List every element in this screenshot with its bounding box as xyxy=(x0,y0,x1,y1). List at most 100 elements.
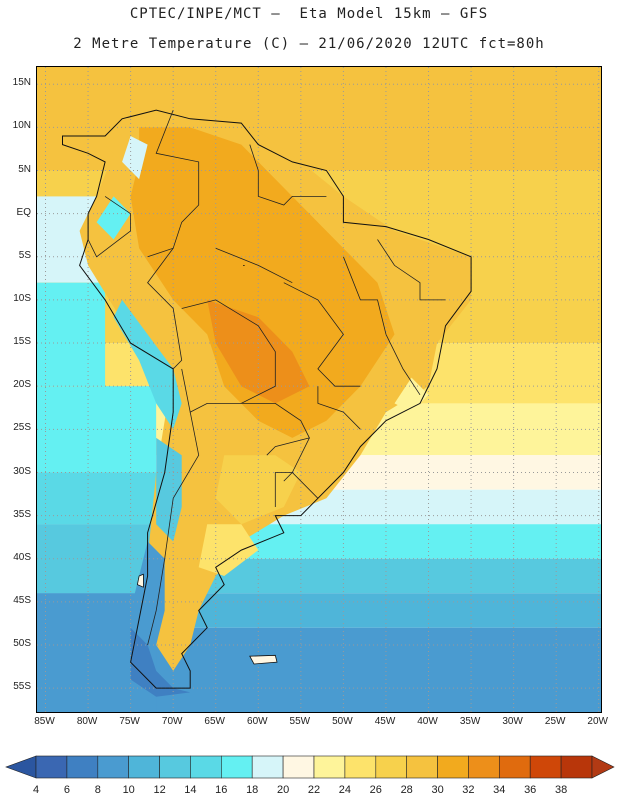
land-temperature-region xyxy=(394,377,429,413)
island xyxy=(249,654,278,665)
colorbar-swatch xyxy=(97,755,130,779)
colorbar-tick-label: 28 xyxy=(400,784,413,796)
country-border xyxy=(249,144,259,171)
country-border xyxy=(257,170,327,206)
colorbar-swatch xyxy=(344,755,377,779)
colorbar-tick-label: 6 xyxy=(63,784,70,796)
color-scale-bar xyxy=(5,755,615,779)
longitude-label: 60W xyxy=(247,716,268,727)
pacific-band xyxy=(37,282,106,387)
latitude-label: 30S xyxy=(13,465,31,477)
longitude-label: 55W xyxy=(289,716,311,727)
colorbar-swatch xyxy=(375,755,407,779)
colorbar-swatch xyxy=(529,755,562,779)
colorbar-swatch xyxy=(560,755,593,779)
latitude-label: 50S xyxy=(13,638,31,649)
longitude-label: 30W xyxy=(502,716,523,727)
colorbar-swatch xyxy=(498,755,531,779)
longitude-label: 25W xyxy=(544,716,566,727)
colorbar-swatch xyxy=(159,755,191,779)
latitude-label: 35S xyxy=(13,508,31,520)
country-borders xyxy=(62,109,472,689)
colorbar-tick-label: 4 xyxy=(32,784,40,796)
colorbar-tick-label: 38 xyxy=(554,784,568,796)
land-temperature-region xyxy=(130,127,395,438)
colorbar-swatch xyxy=(406,755,438,779)
colorbar-tick-label: 20 xyxy=(276,784,290,796)
land-temperature-region xyxy=(198,524,259,576)
country-border xyxy=(241,402,310,456)
temperature-map xyxy=(36,66,602,713)
map-title-line-2: 2 Metre Temperature (C) – 21/06/2020 12U… xyxy=(73,36,545,52)
country-border xyxy=(385,334,421,396)
colorbar-swatch xyxy=(468,755,500,779)
colorbar-tick-label: 22 xyxy=(307,784,321,796)
colorbar-tick-label: 30 xyxy=(431,784,444,796)
longitude-label: 20W xyxy=(587,716,608,727)
longitude-label: 45W xyxy=(374,716,396,727)
country-border xyxy=(147,247,183,370)
land-temperature-region xyxy=(122,136,148,180)
coastline xyxy=(62,109,472,689)
longitude-label: 35W xyxy=(459,716,481,727)
longitude-label: 50W xyxy=(332,716,353,727)
colorbar-tick-label: 10 xyxy=(122,784,135,796)
pacific-band xyxy=(37,472,157,525)
colorbar-over-arrow xyxy=(591,755,615,779)
colorbar-swatch xyxy=(66,755,99,779)
colorbar-tick-label: 32 xyxy=(462,784,475,796)
land-temperature-region xyxy=(96,196,131,240)
colorbar-tick-label: 36 xyxy=(524,784,537,796)
colorbar-tick-label: 18 xyxy=(246,784,259,796)
colorbar-swatch xyxy=(128,755,160,779)
colorbar-tick-label: 8 xyxy=(94,784,101,796)
colorbar-swatch xyxy=(221,755,253,779)
longitude-label: 85W xyxy=(34,716,55,727)
latitude-label: EQ xyxy=(16,206,31,218)
colorbar-swatch xyxy=(251,755,284,779)
country-border xyxy=(87,196,131,258)
colorbar-tick-label: 24 xyxy=(338,784,352,796)
pacific-band xyxy=(37,386,157,473)
latitude-label: 10N xyxy=(12,120,31,132)
colorbar-swatch xyxy=(282,755,315,779)
latitude-label: 5S xyxy=(18,249,31,261)
country-border xyxy=(147,412,200,646)
latitude-label: 5N xyxy=(18,163,31,175)
colorbar-swatch xyxy=(437,755,469,779)
colorbar-tick-label: 34 xyxy=(493,784,506,796)
country-border xyxy=(377,239,446,301)
land-temperature-region xyxy=(113,299,182,430)
country-border xyxy=(283,471,319,499)
country-border xyxy=(317,386,361,430)
colorbar-under-arrow xyxy=(5,755,37,779)
colorbar-swatch xyxy=(190,755,222,779)
land-temperature-region xyxy=(156,437,182,542)
latitude-label: 15S xyxy=(13,336,31,348)
longitude-label: 40W xyxy=(417,716,438,727)
latitude-label: 45S xyxy=(13,594,31,606)
country-border xyxy=(283,282,361,387)
country-border xyxy=(274,437,310,507)
island xyxy=(136,573,144,588)
colorbar-tick-label: 16 xyxy=(215,784,228,796)
pacific-band xyxy=(37,524,157,594)
country-border xyxy=(343,256,387,335)
latitude-label: 20S xyxy=(13,379,31,391)
latitude-label: 25S xyxy=(13,422,31,434)
latitude-label: 55S xyxy=(13,681,31,693)
map-title-line-1: CPTEC/INPE/MCT – Eta Model 15km – GFS xyxy=(129,6,489,22)
colorbar-tick-label: 14 xyxy=(184,784,197,796)
longitude-label: 70W xyxy=(161,716,183,727)
colorbar-tick-label: 12 xyxy=(153,784,166,796)
longitude-label: 75W xyxy=(119,716,140,727)
longitude-label: 65W xyxy=(204,716,225,727)
land-temperature-region xyxy=(130,541,165,663)
latitude-label: 10S xyxy=(13,292,31,304)
country-border xyxy=(215,247,293,284)
colorbar-swatch xyxy=(313,755,346,779)
longitude-label: 80W xyxy=(76,716,98,727)
colorbar-tick-label: 26 xyxy=(369,784,382,796)
land-temperature-field xyxy=(79,110,472,697)
latitude-label: 15N xyxy=(12,77,31,89)
